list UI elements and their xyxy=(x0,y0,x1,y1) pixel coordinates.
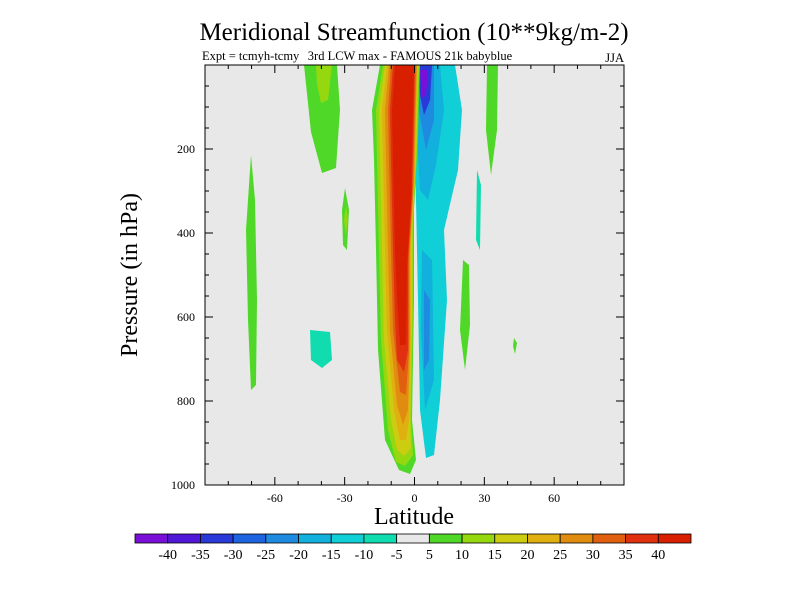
x-tick-label: 60 xyxy=(548,491,560,505)
colorbar-swatch xyxy=(428,533,463,544)
x-tick-labels: -60 -30 0 30 60 xyxy=(267,491,560,505)
experiment-label: Expt = tcmyh-tcmy xyxy=(202,49,300,63)
colorbar-label: -15 xyxy=(322,548,341,563)
colorbar-label: 35 xyxy=(619,548,633,563)
y-tick-label: 1000 xyxy=(171,478,195,492)
colorbar-label: 30 xyxy=(586,548,600,563)
y-tick-label: 400 xyxy=(177,226,195,240)
colorbar-swatch xyxy=(527,533,561,544)
colorbar-swatch xyxy=(167,533,201,544)
y-tick-label: 200 xyxy=(177,142,195,156)
colorbar-label: 40 xyxy=(651,548,665,563)
colorbar-swatch xyxy=(461,533,496,544)
colorbar-labels: -40 -35 -30 -25 -20 -15 -10 -5 5 10 15 20 25 30 35 40 xyxy=(158,548,665,563)
colorbar-label: -20 xyxy=(289,548,308,563)
contour-fills xyxy=(246,65,517,474)
colorbar-swatch xyxy=(559,533,594,544)
colorbar-label: 10 xyxy=(455,548,469,563)
contour-shape-sh-column xyxy=(246,155,257,390)
colorbar-swatch xyxy=(134,533,169,544)
colorbar-label: -35 xyxy=(191,548,210,563)
colorbar-swatch xyxy=(625,533,659,544)
x-tick-label: 0 xyxy=(412,491,418,505)
contour-shape-nh-mid xyxy=(460,260,470,370)
colorbar-label: 15 xyxy=(488,548,502,563)
contour-shape-positive-peak xyxy=(392,65,414,345)
colorbar-label: -10 xyxy=(355,548,374,563)
colorbar-label: 25 xyxy=(553,548,567,563)
colorbar-label: -25 xyxy=(256,548,275,563)
colorbar-label: -40 xyxy=(158,548,177,563)
colorbar-label: 5 xyxy=(426,548,433,563)
colorbar-swatch xyxy=(232,533,267,544)
colorbar-label: -5 xyxy=(391,548,403,563)
model-label: 3rd LCW max - FAMOUS 21k babyblue xyxy=(308,49,513,63)
colorbar-label: -30 xyxy=(224,548,243,563)
contour-shape-nh-upper xyxy=(486,65,498,175)
contour-shape-sh-mid-core xyxy=(344,205,348,235)
contour-shape-negative-peak xyxy=(420,70,428,98)
y-axis-label: Pressure (in hPa) xyxy=(117,193,143,357)
x-tick-label: 30 xyxy=(478,491,490,505)
season-label: JJA xyxy=(605,51,624,65)
contour-shape-nh-narrow xyxy=(476,170,481,250)
y-tick-label: 800 xyxy=(177,394,195,408)
y-tick-label: 600 xyxy=(177,310,195,324)
x-tick-label: -60 xyxy=(267,491,283,505)
chart-title: Meridional Streamfunction (10**9kg/m-2) xyxy=(199,19,628,46)
contour-shape-nh-spot xyxy=(513,338,517,354)
colorbar-swatch xyxy=(330,533,365,544)
x-axis-label: Latitude xyxy=(374,504,454,530)
colorbar-label: 20 xyxy=(520,548,534,563)
colorbar-swatch xyxy=(657,533,692,544)
colorbar xyxy=(134,533,692,544)
axis-ticks xyxy=(205,65,624,485)
colorbar-swatch xyxy=(265,533,299,544)
contour-shape-sh-negative xyxy=(310,330,332,368)
contour-shape-sh-upper-core xyxy=(316,65,332,103)
colorbar-swatch xyxy=(494,533,528,544)
colorbar-swatch xyxy=(363,533,398,544)
colorbar-swatch xyxy=(592,533,626,544)
y-tick-labels: 200 400 600 800 1000 xyxy=(171,142,195,492)
colorbar-swatch xyxy=(396,533,430,544)
contour-shape-negative-lower-core xyxy=(424,290,430,370)
contour-shape-sh-upper xyxy=(304,65,340,173)
colorbar-swatch xyxy=(298,533,332,544)
x-tick-label: -30 xyxy=(337,491,353,505)
colorbar-swatch xyxy=(200,533,234,544)
